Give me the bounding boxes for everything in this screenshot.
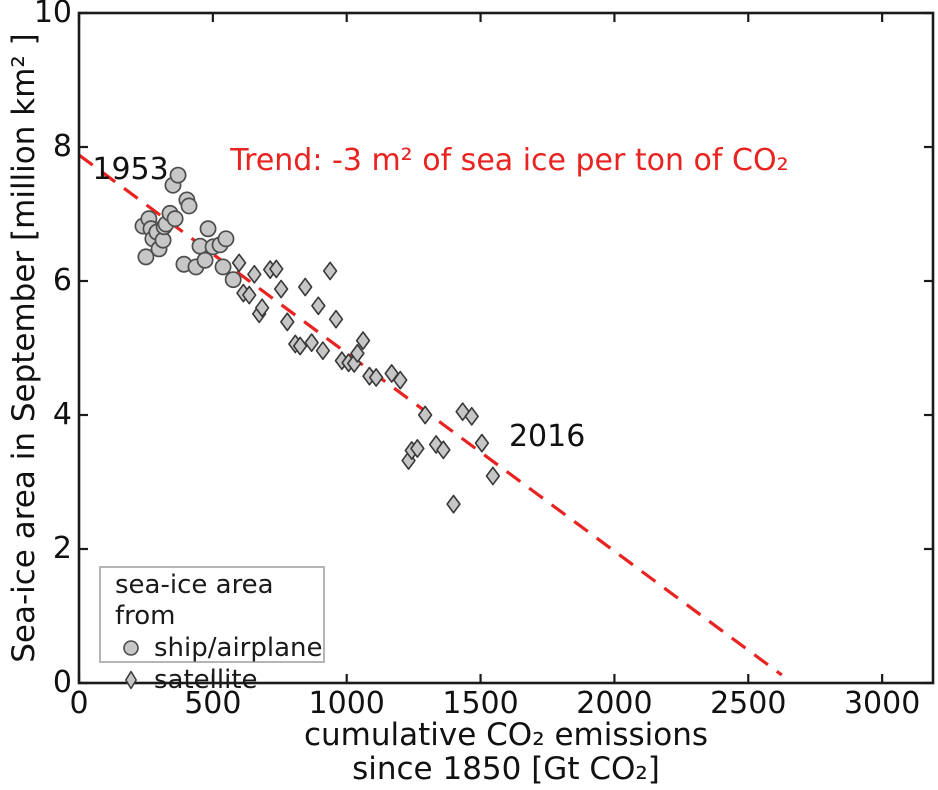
data-point-diamond xyxy=(280,312,295,332)
data-point-diamond xyxy=(311,296,326,316)
data-point-diamond xyxy=(393,370,408,390)
data-point-diamond xyxy=(315,341,331,361)
legend: sea-ice area from ship/airplane satellit… xyxy=(99,566,325,695)
annotation-2016: 2016 xyxy=(508,419,586,455)
data-point-diamond xyxy=(304,333,319,353)
data-point-diamond xyxy=(368,368,384,387)
x-tick-label: 2500 xyxy=(710,686,787,721)
y-axis-title: Sea-ice area in September [million km² ] xyxy=(6,33,42,663)
y-tick-label: 10 xyxy=(33,0,72,30)
x-tick-label: 3000 xyxy=(843,686,921,721)
data-point-diamond xyxy=(292,336,308,356)
legend-label-satellite: satellite xyxy=(154,665,258,695)
data-point-diamond xyxy=(474,433,490,453)
data-point-circle xyxy=(166,210,184,228)
plot-border xyxy=(77,11,935,685)
x-tick-label: 0 xyxy=(69,686,89,721)
data-point-diamond xyxy=(273,279,289,299)
data-point-circle xyxy=(199,220,217,238)
circle-marker-icon xyxy=(123,640,139,656)
data-point-diamond xyxy=(242,285,257,305)
legend-item-ship-airplane: ship/airplane xyxy=(111,632,323,664)
data-point-diamond xyxy=(436,440,451,460)
data-point-diamond xyxy=(355,331,371,351)
x-tick-label: 1500 xyxy=(442,686,519,721)
data-point-diamond xyxy=(350,343,365,363)
data-point-diamond xyxy=(410,439,425,458)
annotation-trend: Trend: -3 m² of sea ice per ton of CO₂ xyxy=(230,143,789,179)
x-tick-label: 500 xyxy=(184,686,242,721)
data-point-diamond xyxy=(231,253,247,273)
legend-title: sea-ice area from xyxy=(115,570,274,631)
legend-item-satellite: satellite xyxy=(111,664,317,696)
data-point-diamond xyxy=(322,261,338,281)
data-point-circle xyxy=(137,248,155,266)
data-point-circle xyxy=(169,166,187,184)
data-point-circle xyxy=(214,258,232,276)
data-point-diamond xyxy=(247,264,262,284)
x-tick-label: 2000 xyxy=(576,686,653,721)
y-tick-label: 8 xyxy=(52,129,72,164)
annotation-1953: 1953 xyxy=(92,151,169,187)
x-axis-title-line2: since 1850 [Gt CO₂] xyxy=(352,751,660,787)
data-point-diamond xyxy=(384,364,399,383)
data-point-circle xyxy=(224,271,242,289)
x-axis-title-line1: cumulative CO₂ emissions xyxy=(303,717,709,753)
data-point-diamond xyxy=(269,259,284,279)
data-point-diamond xyxy=(446,494,461,514)
data-point-diamond xyxy=(417,405,433,425)
y-tick-label: 4 xyxy=(52,397,72,432)
y-tick-label: 2 xyxy=(52,531,72,566)
y-tick-label: 0 xyxy=(52,665,72,700)
diamond-marker-icon xyxy=(125,670,137,690)
data-point-circle xyxy=(196,251,214,269)
data-point-circle xyxy=(217,230,235,248)
data-point-diamond xyxy=(328,309,344,329)
data-point-circle xyxy=(180,197,198,215)
legend-label-ship-airplane: ship/airplane xyxy=(154,633,323,663)
y-tick-label: 6 xyxy=(52,263,72,298)
data-point-diamond xyxy=(464,406,479,426)
data-point-diamond xyxy=(485,466,501,486)
data-point-diamond xyxy=(298,277,313,297)
data-point-diamond xyxy=(455,402,470,422)
x-tick-label: 1000 xyxy=(308,686,385,721)
data-point-diamond xyxy=(254,298,270,318)
